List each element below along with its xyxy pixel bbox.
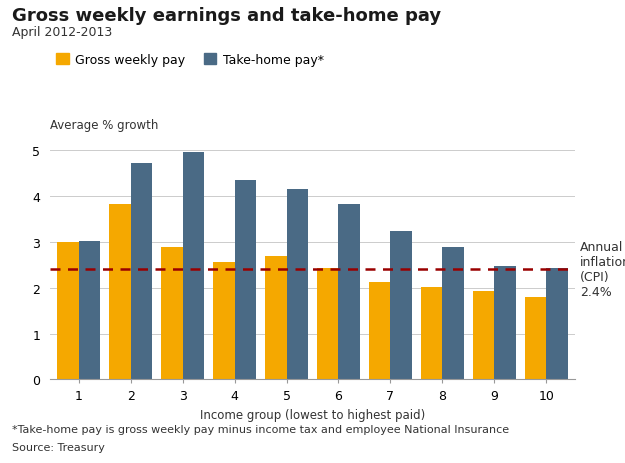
- Bar: [109, 205, 131, 380]
- Bar: [286, 189, 308, 380]
- Bar: [524, 297, 546, 380]
- Bar: [472, 292, 494, 380]
- Text: Gross weekly earnings and take-home pay: Gross weekly earnings and take-home pay: [12, 7, 442, 25]
- Bar: [79, 241, 101, 380]
- Text: *Take-home pay is gross weekly pay minus income tax and employee National Insura: *Take-home pay is gross weekly pay minus…: [12, 424, 509, 434]
- Bar: [391, 232, 412, 380]
- Text: Source: Treasury: Source: Treasury: [12, 442, 106, 452]
- Text: Average % growth: Average % growth: [50, 119, 158, 132]
- Bar: [494, 266, 516, 380]
- Text: April 2012-2013: April 2012-2013: [12, 25, 112, 38]
- Bar: [213, 263, 234, 380]
- Bar: [339, 205, 361, 380]
- Bar: [421, 287, 442, 380]
- Legend: Gross weekly pay, Take-home pay*: Gross weekly pay, Take-home pay*: [56, 54, 324, 67]
- Bar: [546, 269, 568, 380]
- Bar: [264, 257, 286, 380]
- Bar: [131, 164, 152, 380]
- Bar: [234, 180, 256, 380]
- Bar: [161, 248, 182, 380]
- Bar: [442, 248, 464, 380]
- X-axis label: Income group (lowest to highest paid): Income group (lowest to highest paid): [200, 408, 425, 421]
- Text: Annual
inflation
(CPI)
2.4%: Annual inflation (CPI) 2.4%: [580, 241, 625, 299]
- Bar: [317, 269, 339, 380]
- Bar: [182, 153, 204, 380]
- Bar: [57, 242, 79, 380]
- Bar: [369, 282, 391, 380]
